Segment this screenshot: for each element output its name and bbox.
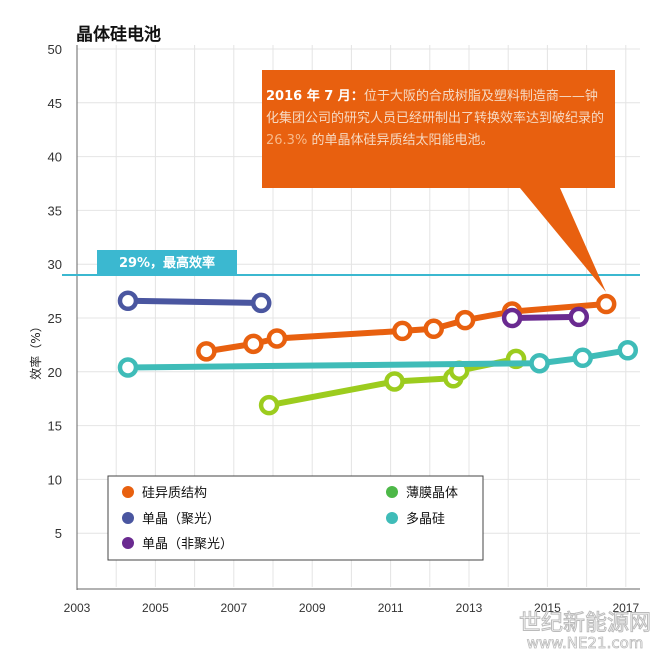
annotation-body: 位于大阪的合成树脂及塑料制造商——钟化集团公司的研究人员已经研制出了转换效率达到…: [266, 89, 605, 126]
data-point: [501, 307, 523, 329]
data-point: [454, 309, 476, 331]
x-tick-label: 2009: [299, 601, 326, 615]
legend-marker: [122, 512, 134, 524]
data-point: [258, 394, 280, 416]
x-tick-label: 2011: [378, 601, 404, 615]
data-point: [568, 306, 590, 328]
legend-label: 硅异质结构: [142, 486, 207, 501]
y-tick-label: 50: [48, 42, 62, 57]
reference-label-box: [97, 250, 237, 274]
series-多晶硅: [117, 340, 639, 378]
series-薄膜晶体: [258, 348, 527, 416]
y-tick-label: 40: [48, 150, 62, 165]
x-tick-label: 2007: [220, 601, 247, 615]
annotation-body-end: 的单晶体硅异质结太阳能电池。: [307, 133, 494, 148]
data-point: [250, 292, 272, 314]
watermark-url: www.NE21.com: [527, 634, 644, 652]
y-tick-label: 35: [48, 203, 62, 218]
legend-label: 多晶硅: [406, 511, 445, 527]
data-point: [529, 352, 550, 374]
series-line: [127, 347, 629, 371]
annotation-callout: [262, 70, 615, 292]
data-point: [266, 328, 288, 349]
series-单晶（非聚光）: [501, 306, 590, 329]
x-tick-label: 2015: [534, 601, 561, 615]
legend-label: 单晶（非聚光）: [142, 537, 233, 552]
legend-label: 单晶（聚光）: [142, 512, 220, 527]
x-tick-label: 2017: [612, 601, 639, 615]
reference-label: 29%，最高效率: [119, 255, 215, 271]
series-单晶（聚光）: [117, 290, 272, 314]
legend-marker: [122, 537, 134, 549]
series-line: [127, 297, 262, 306]
legend-marker: [122, 486, 134, 498]
data-point: [572, 347, 593, 369]
legend-box: [107, 475, 484, 561]
legend-marker: [386, 512, 398, 524]
y-tick-label: 5: [55, 526, 62, 541]
y-tick-label: 45: [48, 96, 62, 111]
y-tick-label: 20: [48, 365, 62, 380]
data-point: [384, 371, 405, 392]
data-point: [117, 357, 139, 378]
y-tick-label: 30: [48, 257, 62, 272]
data-point: [423, 318, 444, 340]
data-point: [392, 320, 413, 342]
data-point: [243, 333, 264, 355]
watermark-logo: 世纪新能源网: [519, 611, 651, 636]
data-point: [117, 290, 139, 312]
x-tick-label: 2003: [64, 601, 91, 615]
x-tick-label: 2005: [142, 601, 169, 615]
legend-marker: [386, 486, 398, 498]
series-line: [512, 313, 579, 321]
y-tick-label: 15: [48, 419, 62, 434]
chart-title: 晶体硅电池: [76, 24, 161, 45]
legend-label: 薄膜晶体: [406, 486, 458, 501]
y-axis-label: 效率（%）: [28, 320, 43, 379]
data-point: [595, 293, 617, 315]
x-tick-label: 2013: [456, 601, 483, 615]
data-point: [196, 341, 217, 362]
annotation-text: 2016 年 7 月：位于大阪的合成树脂及塑料制造商——钟化集团公司的研究人员已…: [266, 86, 606, 152]
y-tick-label: 10: [48, 472, 62, 487]
data-point: [617, 340, 639, 361]
annotation-date: 2016 年 7 月：: [266, 89, 364, 104]
annotation-highlight: 26.3%: [266, 133, 308, 148]
y-tick-label: 25: [48, 311, 62, 326]
